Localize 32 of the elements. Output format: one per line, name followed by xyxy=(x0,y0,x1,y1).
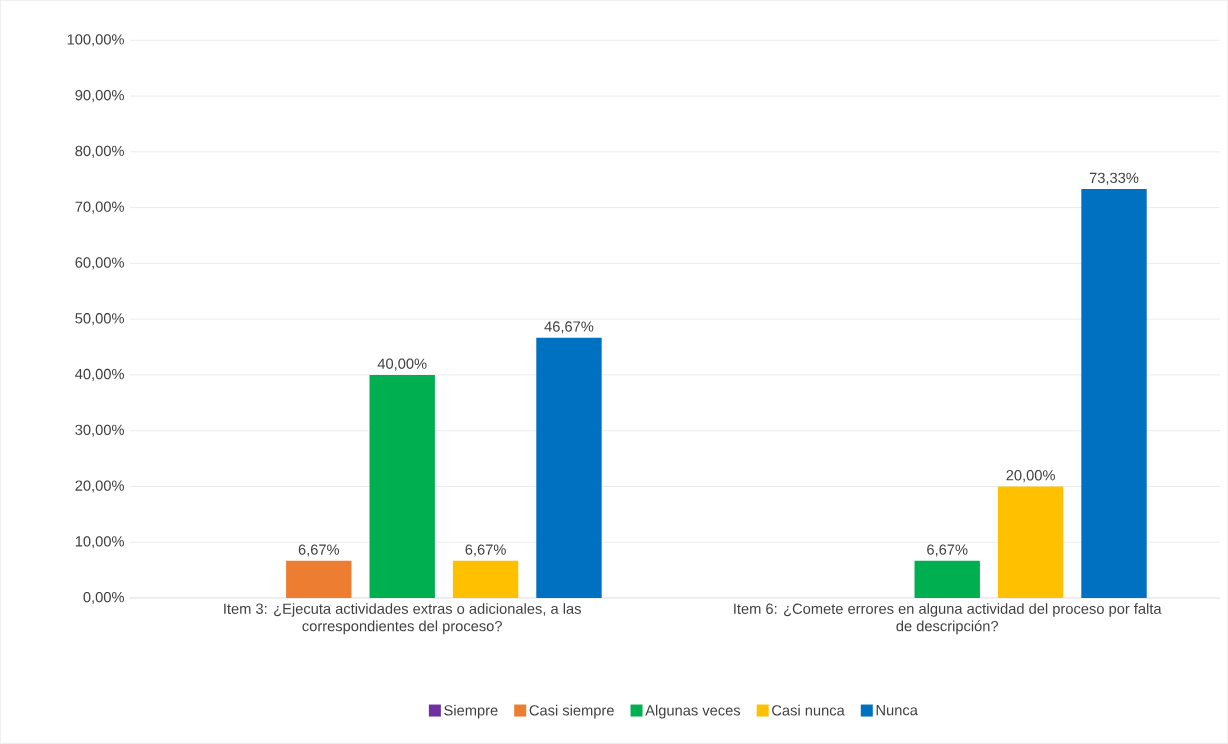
data-label: 46,67% xyxy=(544,321,594,334)
bar xyxy=(369,375,435,599)
y-tick-label: 70,00% xyxy=(75,201,124,214)
legend-label: Casi siempre xyxy=(529,704,614,719)
bar xyxy=(452,560,519,599)
data-label: 40,00% xyxy=(377,358,427,371)
x-tick-label: Item 6: ¿Comete errores en alguna actividad del proceso por falta de descripción? xyxy=(734,603,1162,635)
data-label: 6,67% xyxy=(298,544,340,557)
legend-label: Casi nunca xyxy=(772,704,845,716)
y-tick-label: 0,00% xyxy=(83,592,124,605)
y-tick-label: 60,00% xyxy=(75,257,124,270)
y-tick-label: 90,00% xyxy=(75,90,124,103)
bar xyxy=(286,560,352,599)
y-tick-label: 10,00% xyxy=(75,536,124,549)
y-tick-label: 100,00% xyxy=(67,34,124,47)
bar xyxy=(1081,189,1147,599)
bar xyxy=(997,486,1064,599)
y-tick-label: 80,00% xyxy=(75,145,124,159)
data-label: 6,67% xyxy=(927,544,968,557)
data-label: 73,33% xyxy=(1089,172,1139,185)
legend-label: Siempre xyxy=(444,704,498,719)
data-label: 6,67% xyxy=(465,544,506,557)
y-tick-label: 50,00% xyxy=(75,313,124,326)
x-tick-label: Item 3: ¿Ejecuta actividades extras o adicionales, a las correspondientes del proceso? xyxy=(224,603,581,635)
bar xyxy=(536,337,602,599)
legend-label: Algunas veces xyxy=(645,704,741,719)
bar xyxy=(914,560,980,599)
y-tick-label: 30,00% xyxy=(75,424,124,437)
y-tick-label: 40,00% xyxy=(75,369,124,382)
legend-label: Nunca xyxy=(876,705,918,716)
y-tick-label: 20,00% xyxy=(75,480,124,493)
data-label: 20,00% xyxy=(1006,470,1055,483)
